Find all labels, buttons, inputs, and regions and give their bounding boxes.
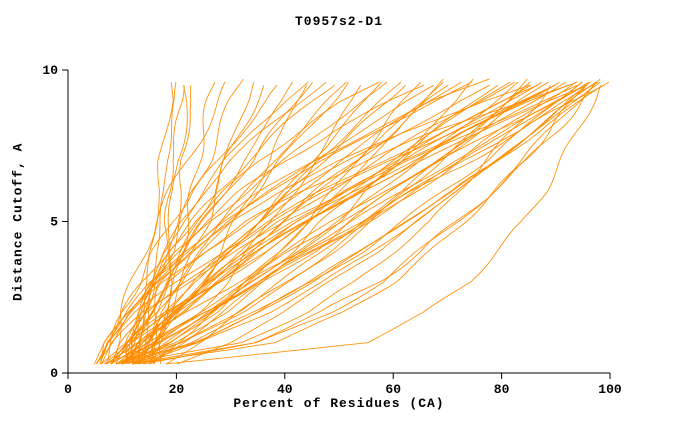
x-axis-label: Percent of Residues (CA): [233, 396, 445, 411]
model-curve: [153, 81, 216, 365]
model-curve: [132, 81, 531, 365]
model-curve: [106, 84, 278, 365]
model-curve: [121, 84, 551, 365]
model-curve: [99, 81, 473, 365]
model-curve: [165, 85, 601, 365]
model-curve: [176, 84, 587, 365]
model-curve: [128, 85, 265, 365]
model-curve: [131, 81, 596, 365]
model-curve: [121, 81, 444, 365]
model-curve: [158, 85, 192, 364]
model-curve: [143, 78, 601, 365]
model-curve: [110, 81, 591, 365]
model-curve: [138, 82, 174, 364]
model-curve: [166, 81, 577, 365]
x-tick-label: 40: [277, 382, 293, 397]
model-curve: [95, 81, 313, 365]
model-curve: [111, 81, 226, 365]
x-tick-label: 100: [598, 382, 622, 397]
model-curve: [131, 81, 578, 364]
model-curve: [110, 81, 349, 365]
model-curve: [121, 81, 519, 365]
y-axis-label: Distance Cutoff, A: [10, 142, 26, 301]
model-curve: [149, 84, 569, 365]
model-curve: [101, 81, 543, 365]
x-tick-label: 60: [385, 382, 401, 397]
model-curve: [101, 84, 578, 365]
model-curve: [148, 85, 185, 365]
model-curve: [110, 84, 556, 365]
model-curve: [110, 84, 532, 365]
model-curve: [133, 78, 444, 365]
model-curve: [137, 81, 309, 364]
x-tick-label: 20: [169, 382, 185, 397]
model-curve: [104, 84, 449, 365]
model-curve: [121, 81, 421, 365]
chart-title: T0957s2-D1: [294, 14, 383, 29]
model-curve: [126, 84, 530, 364]
model-curve: [96, 84, 538, 365]
y-tick-label: 5: [50, 215, 58, 230]
model-curve: [133, 84, 604, 365]
model-curve: [142, 81, 347, 365]
model-curve: [118, 81, 610, 365]
y-tick-label: 0: [50, 366, 58, 381]
model-curve: [116, 81, 382, 365]
model-curve: [121, 81, 597, 365]
y-tick-label: 10: [42, 63, 58, 78]
model-curve: [125, 84, 425, 364]
x-tick-label: 0: [64, 382, 72, 397]
model-curve: [128, 84, 308, 365]
model-curve: [133, 84, 587, 365]
x-tick-label: 80: [494, 382, 510, 397]
model-curve: [138, 81, 515, 365]
